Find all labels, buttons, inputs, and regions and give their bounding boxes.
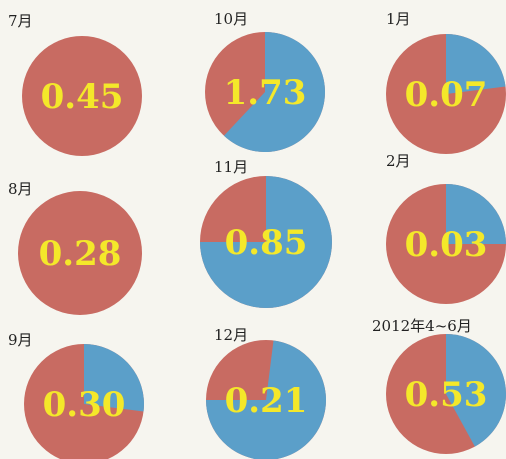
- value-label: 0.21: [225, 381, 308, 421]
- month-label: 2月: [386, 152, 411, 170]
- value-label: 0.03: [405, 225, 488, 265]
- value-label: 0.85: [225, 223, 308, 263]
- pie-slice-blue: [84, 344, 144, 412]
- pie-9: 2012年4~6月 0.53: [372, 317, 506, 454]
- pie-2: 10月 1.73: [205, 10, 326, 152]
- pie-7: 9月 0.30: [8, 331, 144, 459]
- month-label: 9月: [8, 331, 33, 349]
- pie-slice-blue: [200, 176, 332, 308]
- month-label: 12月: [214, 326, 248, 344]
- pie-1: 7月 0.45: [8, 12, 142, 156]
- month-label: 8月: [8, 180, 33, 198]
- pie-slice-red: [18, 191, 142, 315]
- pie-slice-blue: [206, 340, 326, 459]
- value-label: 0.45: [41, 77, 124, 117]
- month-label: 10月: [214, 10, 248, 28]
- pie-3: 1月 0.07: [386, 10, 506, 154]
- value-label: 1.73: [224, 73, 307, 113]
- pie-5: 11月 0.85: [200, 158, 332, 308]
- pie-slice-red: [22, 36, 142, 156]
- pie-8: 12月 0.21: [206, 326, 326, 459]
- pie-slice-blue: [446, 34, 506, 94]
- value-label: 0.07: [405, 75, 488, 115]
- month-label: 2012年4~6月: [372, 317, 472, 335]
- month-label: 11月: [214, 158, 248, 176]
- pie-6: 2月 0.03: [386, 152, 506, 304]
- month-label: 1月: [386, 10, 411, 28]
- pie-slice-blue: [223, 32, 326, 152]
- value-label: 0.30: [43, 385, 126, 425]
- pie-slice-blue: [446, 334, 506, 447]
- pie-slice-blue: [446, 184, 506, 244]
- value-label: 0.53: [405, 375, 488, 415]
- pie-4: 8月 0.28: [8, 180, 142, 315]
- value-label: 0.28: [39, 234, 122, 274]
- month-label: 7月: [8, 12, 33, 30]
